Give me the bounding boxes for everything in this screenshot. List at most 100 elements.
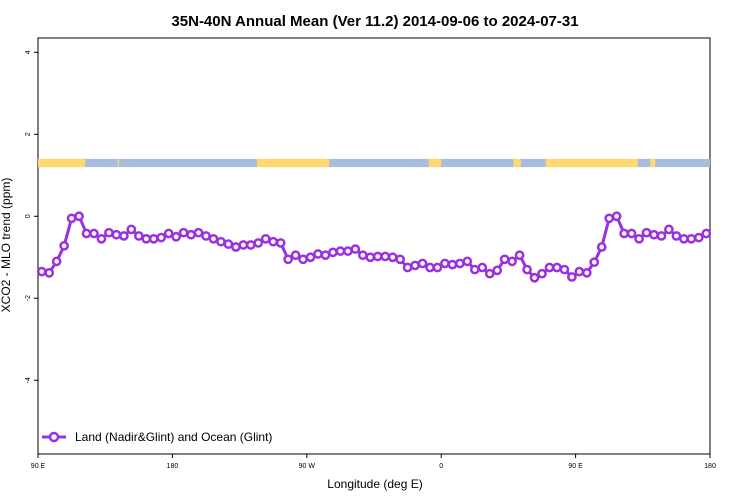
data-point [649,229,659,240]
y-axis-ticks: 4 2 0 -2 -4 [25,50,38,383]
y-tick-label: 4 [25,50,32,54]
data-point [529,272,540,283]
data-point [589,257,600,268]
data-point [604,213,615,224]
data-point [104,227,114,238]
data-point [417,258,428,269]
data-point [477,262,488,273]
data-point [626,228,637,239]
data-point [544,262,555,273]
x-axis-ticks: 90 E 180 90 W 0 90 E 180 [31,454,716,470]
y-tick-label: -2 [25,295,32,301]
data-point [268,236,279,247]
data-point [193,227,204,238]
data-point [365,252,376,263]
data-point [395,254,405,265]
y-tick-label: 0 [25,214,32,218]
data-point [455,258,465,269]
data-point [156,232,167,243]
legend-label: Land (Nadir&Glint) and Ocean (Glint) [75,430,272,444]
data-point [275,238,286,248]
data-point [223,239,234,250]
data-point [619,228,629,239]
plot-frame [37,37,711,455]
data-point [238,240,249,250]
data-point [335,246,346,256]
data-point [447,259,458,270]
y-axis-label: XCO2 - MLO trend (ppm) [0,178,13,313]
data-point [469,264,480,275]
data-point [574,266,585,277]
land-segment [513,158,521,168]
data-point [552,262,562,273]
data-point [432,262,443,273]
data-point [163,228,174,239]
data-point [537,268,547,279]
data-point [372,251,383,262]
x-tick-label: 90 W [299,463,316,470]
data-point [36,266,47,277]
data-point [74,211,84,222]
data-point [350,244,361,254]
data-point [387,252,398,263]
x-tick-label: 90 E [31,463,46,470]
data-point [133,231,144,241]
data-point [290,250,301,261]
data-point [253,238,264,248]
data-point [507,256,517,267]
data-point [44,267,55,278]
data-point [313,249,323,259]
data-point [522,264,532,275]
data-point [484,268,495,279]
data-point [260,233,271,244]
data-point [245,240,256,250]
data-point [59,240,69,251]
data-point [186,229,196,240]
data-point [567,272,577,282]
data-point [499,254,510,265]
data-point [141,233,152,244]
data-point [343,246,353,256]
data-point [425,262,435,273]
data-point [283,254,293,265]
chart-title: 35N-40N Annual Mean (Ver 11.2) 2014-09-0… [171,13,578,30]
data-point [96,233,107,244]
x-tick-label: 180 [704,463,716,470]
y-tick-label: 2 [25,132,32,136]
data-point [231,242,241,252]
data-point [305,252,316,263]
data-point [81,228,92,239]
x-tick-label: 180 [167,463,179,470]
land-segment [38,158,86,168]
data-point [440,258,450,269]
x-axis-label: Longitude (deg E) [327,477,422,491]
ocean-band [38,158,710,168]
data-point [581,267,592,278]
data-point [462,256,473,267]
data-point [686,233,697,244]
data-point [596,242,607,252]
data-point [611,211,622,222]
land-segment [117,158,119,168]
data-point [634,233,644,244]
data-point [111,229,122,240]
x-tick-label: 90 E [568,463,583,470]
data-point [126,224,137,235]
data-point [701,228,712,239]
data-point [201,231,211,241]
land-ocean-band [38,158,710,168]
data-point [679,233,689,244]
data-point [66,213,77,224]
data-point [402,262,413,273]
data-point [641,227,652,238]
data-point [298,254,308,265]
data-point [656,231,667,241]
data-point [51,256,62,267]
data-point [410,260,420,271]
data-point [208,233,219,244]
data-point [492,265,503,276]
data-point [380,251,391,262]
land-segment [428,158,442,168]
data-point [514,250,525,261]
data-point [178,227,189,238]
